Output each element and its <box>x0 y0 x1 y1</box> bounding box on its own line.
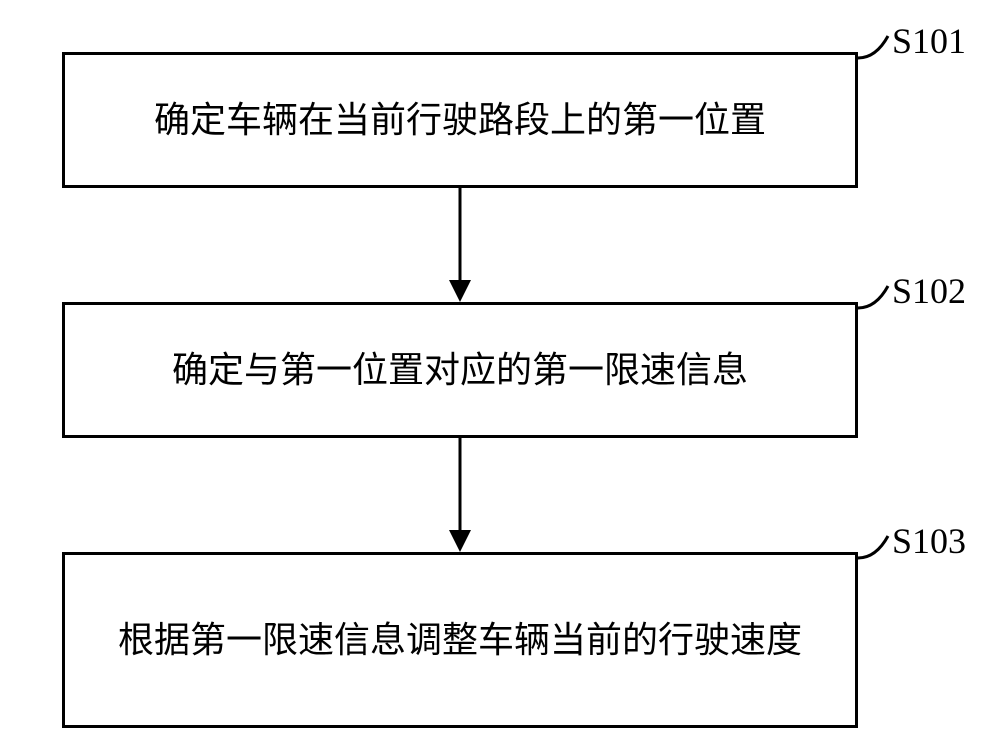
step-label-s102: S102 <box>892 270 966 312</box>
step-text-s103: 根据第一限速信息调整车辆当前的行驶速度 <box>118 616 802 665</box>
step-label-s103: S103 <box>892 520 966 562</box>
step-box-s103: 根据第一限速信息调整车辆当前的行驶速度 <box>62 552 858 728</box>
step-box-s101: 确定车辆在当前行驶路段上的第一位置 <box>62 52 858 188</box>
step-text-s102: 确定与第一位置对应的第一限速信息 <box>172 346 748 395</box>
step-text-s101: 确定车辆在当前行驶路段上的第一位置 <box>154 96 766 145</box>
step-label-s101: S101 <box>892 20 966 62</box>
flowchart-canvas: 确定车辆在当前行驶路段上的第一位置 S101 确定与第一位置对应的第一限速信息 … <box>0 0 1000 745</box>
step-box-s102: 确定与第一位置对应的第一限速信息 <box>62 302 858 438</box>
